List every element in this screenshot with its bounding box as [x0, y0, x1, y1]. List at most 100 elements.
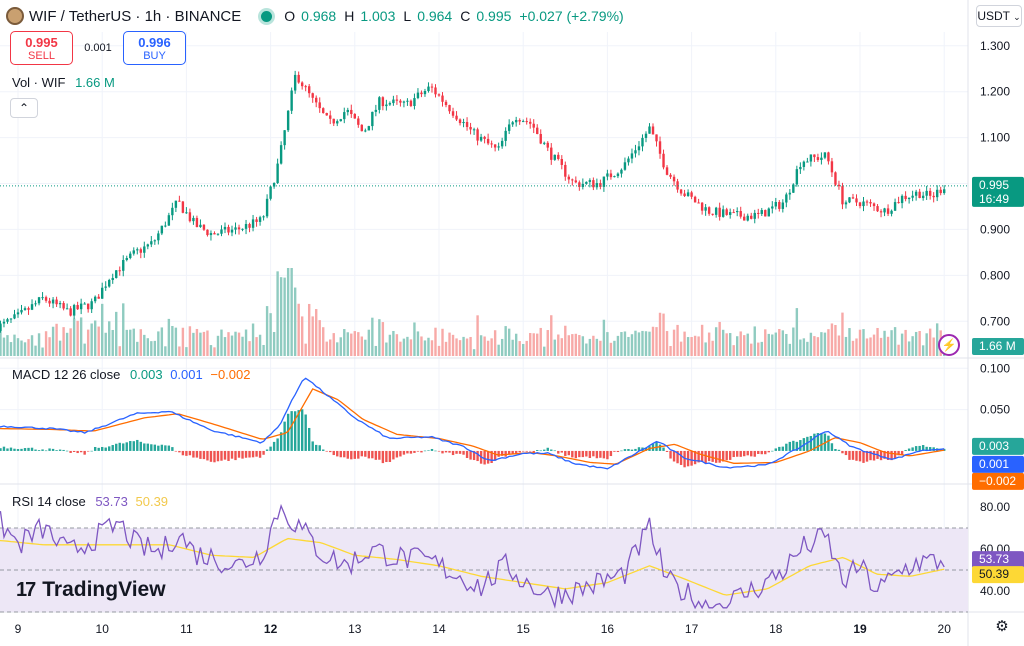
- macd-legend[interactable]: MACD 12 26 close 0.003 0.001 −0.002: [12, 367, 250, 382]
- candle-body: [816, 157, 820, 160]
- macd-histogram-bar: [546, 447, 549, 451]
- close-value: 0.995: [476, 8, 512, 24]
- collapse-legend-button[interactable]: ⌃: [10, 98, 38, 118]
- macd-histogram-bar: [476, 450, 479, 462]
- macd-histogram-bar: [809, 435, 813, 451]
- macd-histogram-bar: [258, 450, 262, 458]
- volume-bar: [602, 319, 606, 356]
- volume-bar: [557, 334, 560, 356]
- candle-body: [907, 197, 911, 200]
- macd-histogram-bar: [16, 449, 20, 451]
- candle-body: [560, 158, 563, 165]
- symbol-title[interactable]: WIF / TetherUS · 1h · BINANCE: [29, 7, 242, 25]
- candle-body: [700, 202, 704, 211]
- candle-body: [830, 161, 834, 173]
- macd-histogram-bar: [718, 450, 721, 463]
- macd-histogram-bar: [620, 450, 623, 452]
- macd-histogram-bar: [23, 448, 27, 451]
- time-tick-label: 10: [96, 622, 110, 636]
- volume-bar: [86, 329, 90, 356]
- candle-body: [553, 154, 556, 160]
- candle-body: [599, 183, 602, 187]
- volume-bar: [658, 312, 662, 356]
- volume-bar: [483, 336, 486, 356]
- volume-bar: [493, 330, 497, 356]
- macd-histogram-bar: [269, 446, 272, 451]
- sell-button[interactable]: 0.995 SELL: [10, 31, 73, 65]
- volume-bar: [143, 334, 146, 356]
- volume-bar: [560, 338, 563, 356]
- candle-body: [230, 229, 234, 233]
- rsi-legend[interactable]: RSI 14 close 53.73 50.39: [12, 494, 168, 509]
- candle-body: [918, 191, 921, 199]
- macd-histogram-bar: [413, 450, 416, 453]
- volume-bar: [627, 336, 630, 356]
- macd-histogram-bar: [9, 447, 13, 451]
- volume-bar: [279, 277, 283, 356]
- macd-histogram-bar: [188, 450, 192, 456]
- volume-bar: [318, 320, 321, 356]
- volume-bar: [385, 342, 388, 356]
- volume-badge-bg: [972, 338, 1024, 355]
- candle-body: [750, 215, 753, 219]
- volume-bar: [904, 329, 907, 356]
- candle-body: [662, 153, 665, 168]
- candle-body: [297, 74, 300, 83]
- candle-body: [697, 202, 700, 204]
- macd-histogram-bar: [665, 450, 669, 452]
- volume-bar: [746, 333, 749, 356]
- volume-bar: [9, 342, 13, 356]
- volume-bar: [634, 330, 637, 356]
- volume-bar: [900, 333, 904, 356]
- macd-histogram-bar: [830, 443, 834, 451]
- volume-bar: [23, 342, 27, 356]
- candle-body: [76, 305, 79, 310]
- macd-histogram-bar: [178, 450, 181, 453]
- macd-histogram-bar: [185, 450, 188, 456]
- candle-body: [550, 147, 553, 160]
- candle-body: [732, 212, 735, 214]
- candle-body: [178, 200, 181, 202]
- macd-histogram-bar: [458, 450, 462, 454]
- currency-selector[interactable]: USDT ⌄: [976, 5, 1022, 27]
- macd-hist-badge: 0.003: [979, 439, 1009, 453]
- candle-body: [778, 201, 781, 209]
- volume-bar: [420, 336, 423, 356]
- candle-body: [606, 173, 609, 177]
- volume-bar: [101, 303, 104, 356]
- candle-body: [479, 136, 483, 141]
- volume-bar: [760, 341, 763, 356]
- macd-histogram-bar: [455, 450, 458, 454]
- volume-legend[interactable]: Vol · WIF 1.66 M: [12, 75, 115, 90]
- macd-histogram-bar: [588, 450, 592, 458]
- volume-bar: [388, 334, 392, 356]
- volume-bar: [72, 318, 76, 356]
- candle-body: [97, 296, 100, 299]
- candle-body: [718, 207, 721, 217]
- candle-body: [423, 91, 427, 95]
- macd-histogram-bar: [136, 439, 139, 451]
- volume-bar: [62, 327, 65, 356]
- macd-histogram-bar: [644, 447, 648, 451]
- candle-body: [108, 280, 111, 287]
- volume-bar: [441, 328, 444, 356]
- candle-body: [206, 229, 209, 236]
- volume-bar: [532, 333, 535, 356]
- candle-body: [227, 226, 230, 233]
- volume-bar: [16, 338, 20, 356]
- candle-body: [353, 114, 356, 119]
- volume-bar: [644, 331, 648, 356]
- lightning-alert-icon[interactable]: ⚡: [938, 334, 960, 356]
- macd-histogram-bar: [353, 450, 356, 459]
- candle-body: [707, 207, 711, 214]
- macd-histogram-bar: [883, 450, 886, 459]
- axis-labels: 1.300 1.200 1.100 0.900 0.800 0.700 0.100 0.050…: [15, 39, 1011, 636]
- volume-bar: [437, 345, 441, 356]
- candle-body: [536, 127, 539, 134]
- time-tick-label: 16: [601, 622, 615, 636]
- settings-gear-icon[interactable]: ⚙: [995, 618, 1009, 635]
- buy-button[interactable]: 0.996 BUY: [123, 31, 186, 65]
- candle-body: [862, 201, 865, 207]
